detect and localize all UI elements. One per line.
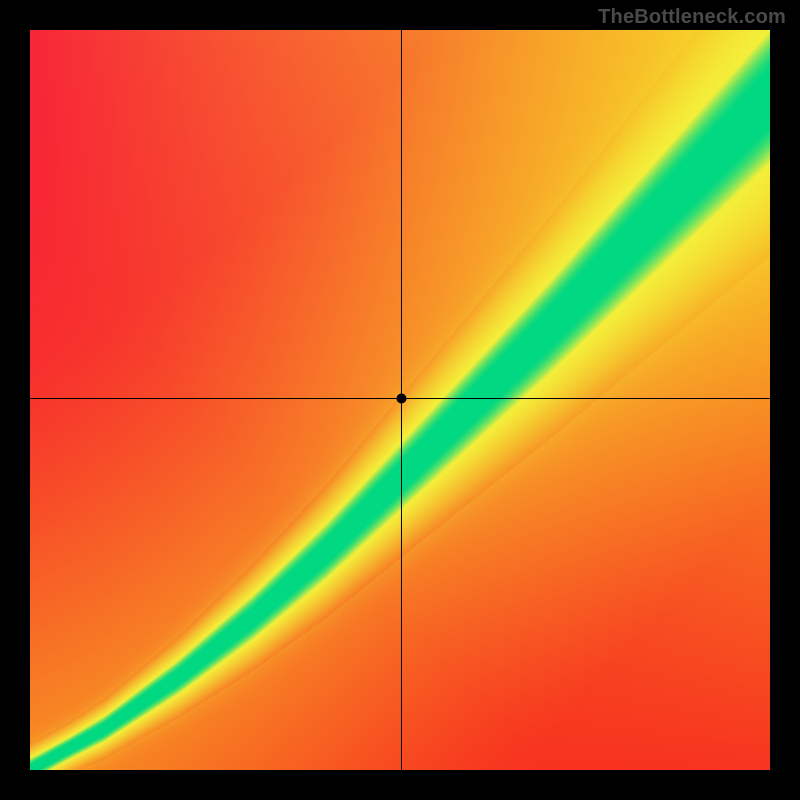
watermark-text: TheBottleneck.com bbox=[598, 6, 786, 29]
chart-container: TheBottleneck.com bbox=[0, 0, 800, 800]
bottleneck-heatmap bbox=[30, 30, 770, 770]
